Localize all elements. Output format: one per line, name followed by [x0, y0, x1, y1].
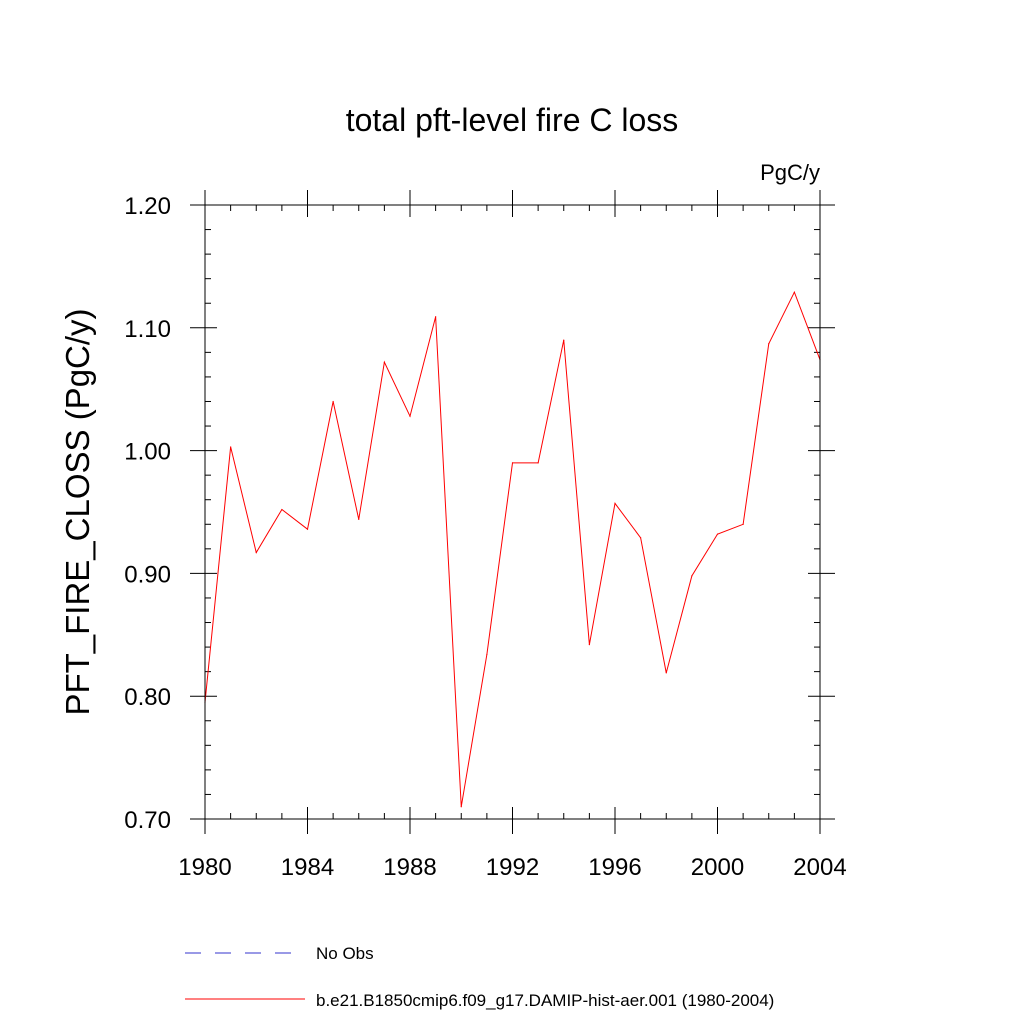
x-tick-label: 2000: [691, 854, 744, 881]
y-tick-label: 0.80: [124, 684, 171, 711]
data-point: [768, 343, 770, 345]
data-point: [793, 291, 795, 293]
data-point: [486, 653, 488, 656]
major-ticks: [190, 190, 835, 834]
data-point: [742, 523, 744, 525]
data-point: [614, 502, 616, 505]
series-layer: [204, 290, 821, 808]
data-point: [332, 400, 334, 403]
series-line: [204, 290, 821, 807]
minor-ticks: [205, 205, 820, 819]
data-point: [665, 672, 667, 674]
data-point: [435, 316, 437, 318]
data-point: [716, 533, 719, 535]
data-point: [563, 339, 565, 341]
data-point: [409, 415, 411, 417]
data-point: [691, 575, 693, 577]
x-tick-label: 1992: [486, 854, 539, 881]
y-tick-label: 0.90: [124, 561, 171, 588]
y-tick-label: 0.70: [124, 807, 171, 834]
data-point: [230, 446, 232, 448]
x-tick-label: 1984: [281, 854, 334, 881]
legend-label-model-run: b.e21.B1850cmip6.f09_g17.DAMIP-hist-aer.…: [316, 991, 774, 1010]
x-tick-labels: 1980 1984 1988 1992 1996 2000 2004: [178, 854, 846, 881]
data-point: [640, 537, 642, 539]
data-point: [588, 644, 590, 646]
data-point: [306, 528, 309, 530]
data-point: [460, 806, 462, 808]
data-point: [358, 518, 360, 520]
data-point: [511, 462, 514, 464]
x-tick-label: 2004: [793, 854, 846, 881]
data-point: [383, 361, 385, 363]
y-tick-labels: 0.70 0.80 0.90 1.00 1.10 1.20: [124, 193, 171, 834]
chart-title: total pft-level fire C loss: [346, 102, 679, 138]
y-tick-label: 1.20: [124, 193, 171, 220]
data-point: [537, 462, 539, 464]
y-tick-label: 1.10: [124, 316, 171, 343]
x-tick-label: 1980: [178, 854, 231, 881]
x-tick-label: 1988: [383, 854, 436, 881]
units-label: PgC/y: [760, 160, 820, 185]
y-axis-label: PFT_FIRE_CLOSS (PgC/y): [59, 308, 96, 715]
y-tick-label: 1.00: [124, 439, 171, 466]
plot-frame: [204, 204, 821, 820]
legend-label-no-obs: No Obs: [316, 944, 374, 963]
x-tick-label: 1996: [588, 854, 641, 881]
data-point: [281, 508, 283, 511]
data-point: [255, 551, 257, 554]
legend: No Obs b.e21.B1850cmip6.f09_g17.DAMIP-hi…: [185, 944, 774, 1010]
